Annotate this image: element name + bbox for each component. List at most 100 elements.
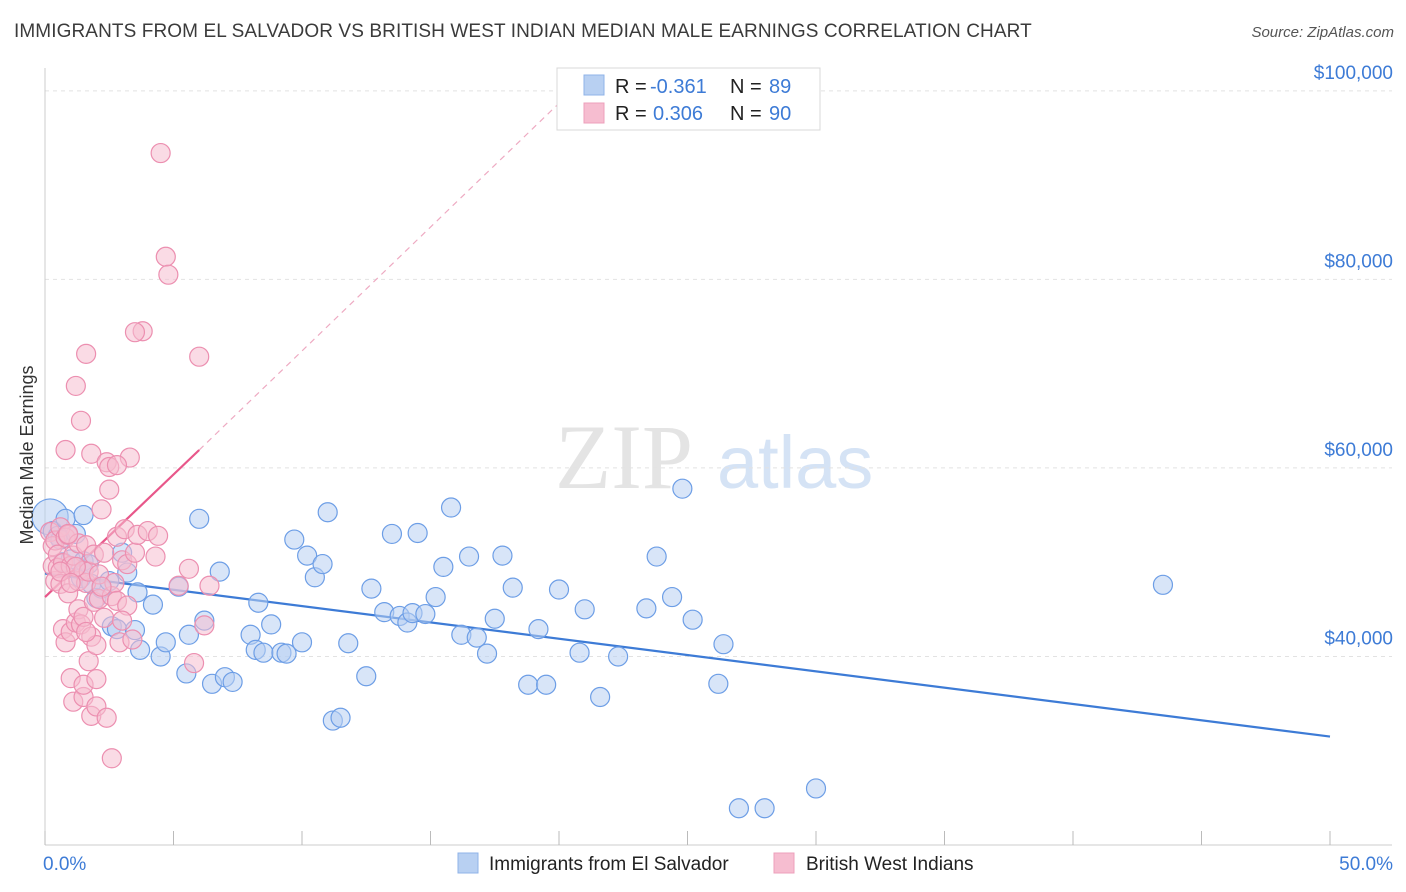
el-salvador-point: [754, 798, 775, 819]
grid: [45, 90, 1392, 657]
british-west-indian-point: [91, 576, 112, 597]
el-salvador-point: [661, 586, 683, 608]
axes: [44, 68, 1392, 846]
british-west-indian-point: [99, 479, 120, 500]
el-salvador-point: [276, 643, 297, 664]
british-west-indian-point: [76, 621, 97, 643]
british-west-indian-trend-line-extension: [198, 90, 573, 451]
bottom-legend-label-1: Immigrants from El Salvador: [489, 854, 729, 875]
el-salvador-point: [356, 666, 377, 687]
y-tick-label: $40,000: [1324, 628, 1393, 649]
legend-n-value-1: 89: [769, 76, 791, 98]
watermark-atlas: atlas: [717, 421, 873, 504]
el-salvador-point: [708, 673, 729, 694]
el-salvador-point: [458, 546, 480, 567]
el-salvador-point: [330, 707, 351, 728]
el-salvador-point: [317, 502, 338, 523]
el-salvador-point: [73, 504, 94, 526]
british-west-indian-point: [194, 615, 215, 636]
y-tick-label: $60,000: [1324, 440, 1393, 461]
legend-n-value-2: 90: [769, 103, 791, 125]
el-salvador-point: [415, 603, 436, 625]
bottom-legend-swatch-pink: [773, 852, 795, 874]
el-salvador-point: [155, 632, 176, 653]
el-salvador-point: [636, 598, 657, 619]
y-tick-label: $80,000: [1324, 251, 1393, 272]
british-west-indian-point: [94, 607, 115, 628]
legend-r-value-1: -0.361: [650, 76, 707, 98]
el-salvador-point: [433, 556, 454, 578]
el-salvador-point: [142, 594, 164, 615]
british-west-indian-point: [122, 629, 143, 650]
legend-r-label-1: R =: [615, 76, 647, 98]
british-west-indian-point: [81, 443, 102, 464]
legend-swatch-blue: [583, 74, 605, 96]
british-west-indian-point: [199, 575, 220, 596]
british-west-indian-point: [101, 748, 122, 769]
el-salvador-point: [407, 522, 428, 544]
el-salvador-point: [518, 674, 539, 695]
x-tick-label-end: 50.0%: [1339, 854, 1393, 875]
legend-r-value-2: 0.306: [653, 103, 703, 125]
el-salvador-point: [178, 624, 200, 645]
el-salvador-point: [528, 619, 549, 640]
british-west-indian-point: [183, 652, 205, 674]
tick-labels: $40,000 $60,000 $80,000 $100,000 0.0% 50.0%: [43, 63, 1393, 875]
legend-n-label-2: N =: [730, 103, 762, 125]
british-west-indian-point: [60, 572, 81, 594]
el-salvador-trend-line: [44, 572, 1331, 738]
watermark-zip: ZIP: [555, 406, 693, 508]
el-salvador-point: [248, 592, 269, 613]
british-west-indian-point: [86, 668, 107, 690]
el-salvador-point: [253, 642, 274, 663]
el-salvador-point: [291, 632, 313, 653]
british-west-indian-point: [70, 410, 92, 431]
el-salvador-point: [682, 609, 703, 630]
el-salvador-point: [805, 778, 827, 799]
el-salvador-point: [646, 546, 667, 567]
el-salvador-point: [574, 599, 595, 620]
el-salvador-point: [440, 497, 462, 518]
british-west-indian-point: [96, 707, 117, 728]
el-salvador-point: [608, 646, 629, 667]
legend-n-label-1: N =: [730, 76, 762, 98]
british-west-indian-point: [78, 651, 99, 672]
british-west-indian-point: [168, 575, 189, 596]
el-salvador-point: [548, 579, 570, 600]
british-west-indian-point: [124, 542, 146, 563]
source-label: Source: ZipAtlas.com: [1251, 24, 1394, 41]
series-legend: Immigrants from El Salvador British West…: [457, 852, 974, 875]
el-salvador-point: [381, 523, 403, 545]
el-salvador-point: [492, 545, 513, 566]
british-west-indian-point: [94, 542, 115, 563]
bottom-legend-label-2: British West Indians: [806, 854, 974, 875]
british-west-indian-point: [55, 439, 76, 461]
british-west-indian-point: [145, 546, 166, 567]
legend-r-label-2: R =: [615, 103, 647, 125]
british-west-indian-point: [106, 454, 128, 476]
data-points: [31, 142, 1174, 819]
el-salvador-point: [476, 643, 498, 664]
el-salvador-point: [484, 608, 505, 629]
el-salvador-point: [209, 561, 230, 582]
british-west-indian-point: [178, 558, 200, 579]
el-salvador-point: [713, 634, 734, 655]
british-west-indian-point: [158, 264, 179, 285]
y-tick-label: $100,000: [1314, 63, 1393, 84]
british-west-indian-point: [91, 499, 112, 520]
british-west-indian-point: [150, 142, 171, 164]
british-west-indian-point: [76, 343, 97, 364]
british-west-indian-point: [155, 246, 176, 267]
british-west-indian-point: [189, 346, 210, 367]
el-salvador-point: [466, 627, 487, 648]
el-salvador-point: [284, 529, 305, 550]
el-salvador-point: [312, 553, 333, 575]
el-salvador-point: [297, 545, 318, 566]
el-salvador-point: [261, 614, 282, 635]
y-axis-label: Median Male Earnings: [17, 365, 37, 544]
el-salvador-point: [728, 798, 750, 819]
british-west-indian-point: [65, 375, 86, 397]
el-salvador-point: [425, 586, 446, 608]
bottom-legend-swatch-blue: [457, 852, 479, 874]
